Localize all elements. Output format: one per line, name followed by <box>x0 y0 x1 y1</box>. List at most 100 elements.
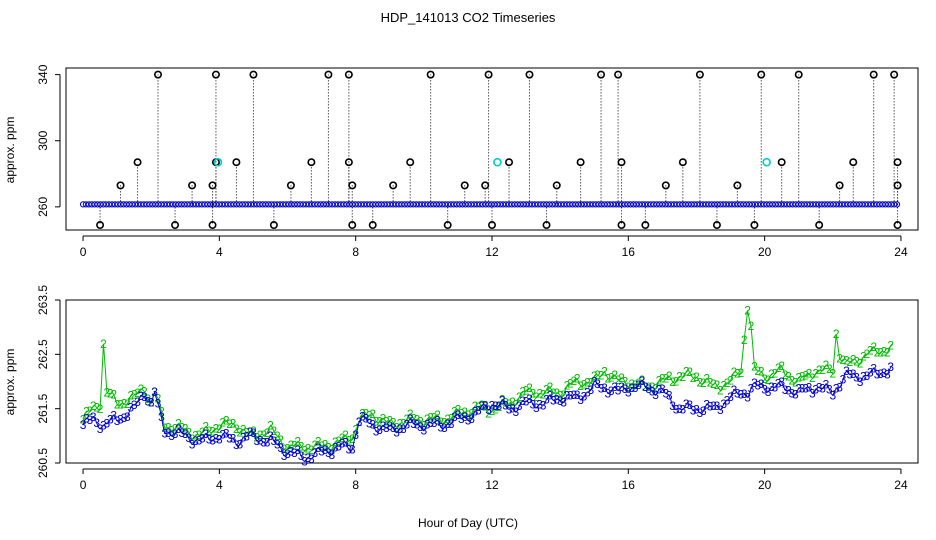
baseline-sample-point <box>253 201 260 208</box>
series-marker: 3 <box>410 417 417 431</box>
baseline-sample-point <box>696 201 704 208</box>
baseline-sample-point <box>520 201 527 208</box>
baseline-sample-point <box>317 201 324 208</box>
series-marker: 3 <box>451 410 458 424</box>
baseline-sample-point <box>708 201 715 208</box>
series-marker: 3 <box>386 419 393 433</box>
series-marker: 3 <box>393 426 400 440</box>
baseline-sample-point <box>740 201 747 208</box>
series-marker: 2 <box>134 386 141 400</box>
baseline-sample-point <box>468 201 475 208</box>
series-marker: 2 <box>782 368 789 382</box>
series-marker: 3 <box>288 445 295 459</box>
series-marker: 3 <box>294 443 301 457</box>
series-marker: 2 <box>325 441 332 455</box>
series-marker: 2 <box>553 386 560 400</box>
baseline-sample-point <box>155 201 162 208</box>
series-marker: 3 <box>83 412 90 426</box>
baseline-sample-point <box>543 201 550 208</box>
series-marker: 3 <box>530 398 537 412</box>
series-marker: 2 <box>117 397 124 411</box>
series-marker: 2 <box>458 406 465 420</box>
baseline-sample-point <box>499 201 507 208</box>
series-marker: 2 <box>731 365 738 379</box>
series-marker: 2 <box>240 422 247 436</box>
series-marker: 3 <box>874 367 881 381</box>
series-marker: 2 <box>417 414 424 428</box>
series-marker: 3 <box>318 444 325 458</box>
outlier-point <box>171 221 180 230</box>
series-marker: 3 <box>455 408 462 422</box>
series-marker: 3 <box>284 447 291 461</box>
series-marker: 2 <box>690 371 697 385</box>
baseline-sample-point <box>439 201 446 208</box>
series-marker: 2 <box>710 377 717 391</box>
series-marker: 2 <box>567 377 574 391</box>
series-marker: 3 <box>710 399 717 413</box>
series-marker: 2 <box>799 370 806 384</box>
series-marker: 2 <box>400 416 407 430</box>
baseline-sample-point <box>757 201 764 208</box>
series-marker: 2 <box>724 376 731 390</box>
outlier-point <box>794 70 803 79</box>
series-marker: 3 <box>414 418 421 432</box>
series-marker: 2 <box>720 379 727 393</box>
series-marker: 3 <box>315 441 322 455</box>
series-marker: 3 <box>495 399 502 413</box>
baseline-sample-point <box>271 201 278 208</box>
series-marker: 3 <box>189 438 196 452</box>
series-marker: 3 <box>812 383 819 397</box>
baseline-sample-point <box>572 201 579 208</box>
series-marker: 3 <box>881 366 888 380</box>
baseline-sample-point <box>465 201 472 208</box>
baseline-sample-point <box>809 201 817 208</box>
baseline-sample-point <box>137 201 145 208</box>
series-marker: 2 <box>359 407 366 421</box>
series-marker: 3 <box>570 388 577 402</box>
series-marker: 2 <box>509 395 516 409</box>
series-marker: 3 <box>175 422 182 436</box>
series-marker: 3 <box>168 429 175 443</box>
series-marker: 2 <box>727 374 734 388</box>
baseline-sample-point <box>723 201 730 208</box>
series-marker: 3 <box>577 393 584 407</box>
baseline-sample-point <box>262 201 269 208</box>
series-marker: 3 <box>802 381 809 395</box>
outlier-point <box>750 221 759 230</box>
series-marker: 3 <box>884 367 891 381</box>
series-marker: 2 <box>594 368 601 382</box>
outlier-point <box>154 70 163 79</box>
series-marker: 3 <box>795 381 802 395</box>
series-marker: 3 <box>649 385 656 399</box>
series-marker: 3 <box>523 395 530 409</box>
series-marker: 3 <box>226 431 233 445</box>
outlier-point <box>443 221 452 230</box>
series-marker: 2 <box>598 369 605 383</box>
series-marker: 3 <box>346 443 353 457</box>
series-marker: 2 <box>867 344 874 358</box>
series-marker: 2 <box>601 364 608 378</box>
series-marker: 3 <box>683 397 690 411</box>
series-marker: 3 <box>693 403 700 417</box>
x-tick-label: 4 <box>216 478 223 492</box>
baseline-sample-point <box>291 201 298 208</box>
series-marker: 2 <box>352 423 359 437</box>
series-marker: 2 <box>870 340 877 354</box>
baseline-sample-point <box>140 201 147 208</box>
series-marker: 3 <box>543 392 550 406</box>
baseline-sample-point <box>775 201 782 208</box>
series-marker: 3 <box>151 385 158 399</box>
series-marker: 3 <box>778 375 785 389</box>
bottom-data-marks: 2222222222222222222222222222222222222222… <box>80 303 895 468</box>
top-panel: 0 4 8 12 16 20 24 260 300 340 approx. ppm <box>3 64 919 259</box>
series-marker: 2 <box>363 406 370 420</box>
series-marker: 3 <box>758 377 765 391</box>
series-marker: 2 <box>622 375 629 389</box>
series-marker: 2 <box>100 337 107 351</box>
series-marker: 3 <box>697 406 704 420</box>
series-marker: 2 <box>584 375 591 389</box>
series-marker: 2 <box>581 378 588 392</box>
series-marker: 2 <box>625 380 632 394</box>
series-marker: 2 <box>373 415 380 429</box>
series-marker: 2 <box>455 403 462 417</box>
